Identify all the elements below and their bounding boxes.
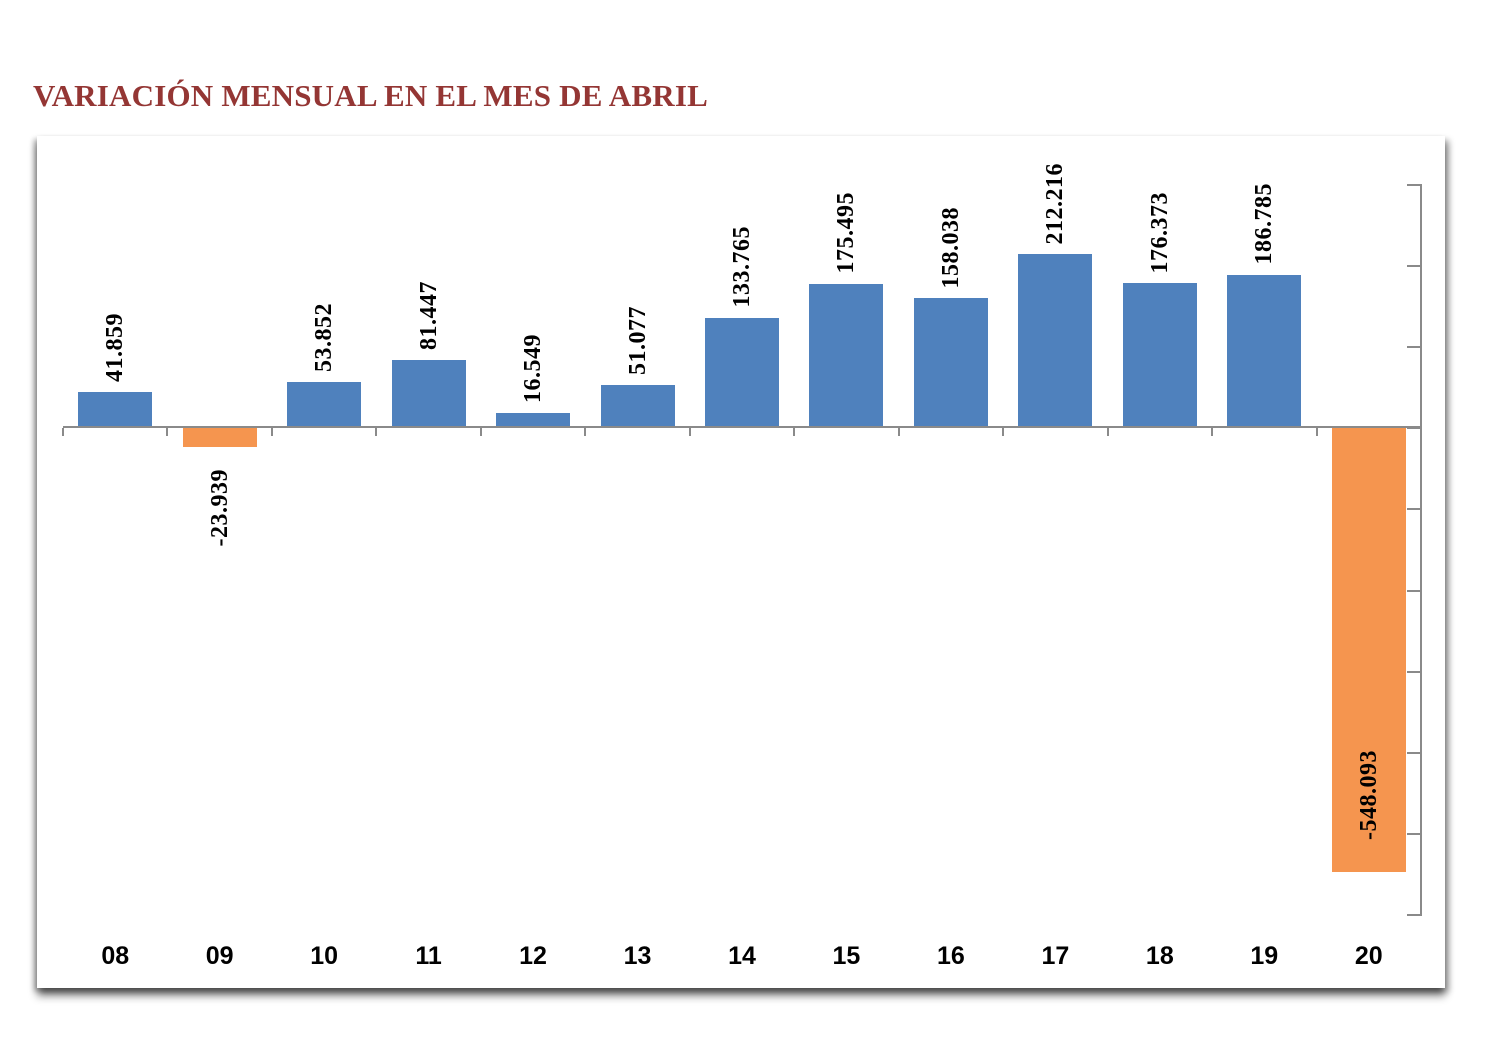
category-axis-tick bbox=[1002, 428, 1005, 436]
x-axis-label-12: 12 bbox=[519, 942, 547, 970]
bar-label-09: -23.939 bbox=[206, 469, 233, 547]
category-axis-tick bbox=[688, 428, 691, 436]
bar-label-18: 176.373 bbox=[1146, 191, 1173, 274]
x-axis-label-17: 17 bbox=[1041, 942, 1070, 970]
value-axis-tick bbox=[1407, 670, 1422, 673]
category-axis-tick bbox=[479, 428, 482, 436]
category-axis-tick bbox=[166, 428, 169, 436]
x-axis-label-14: 14 bbox=[728, 942, 756, 970]
category-axis-tick bbox=[1211, 428, 1214, 436]
bar-15 bbox=[809, 283, 884, 426]
x-axis-label-10: 10 bbox=[310, 942, 339, 970]
category-axis-tick bbox=[375, 428, 378, 436]
x-axis-label-20: 20 bbox=[1354, 942, 1383, 970]
value-axis-tick bbox=[1407, 508, 1422, 511]
category-axis-tick bbox=[897, 428, 900, 436]
bar-16 bbox=[913, 297, 988, 426]
category-axis bbox=[63, 426, 1422, 428]
bar-label-13: 51.077 bbox=[624, 305, 651, 375]
value-axis-tick bbox=[1407, 184, 1422, 186]
bar-13 bbox=[600, 384, 675, 426]
bar-label-08: 41.859 bbox=[102, 313, 129, 383]
x-axis-label-09: 09 bbox=[205, 942, 234, 970]
bar-label-15: 175.495 bbox=[833, 192, 860, 274]
bar-08 bbox=[78, 392, 153, 426]
value-axis-tick bbox=[1407, 589, 1422, 592]
category-axis-tick bbox=[62, 428, 64, 436]
category-axis-tick bbox=[1315, 428, 1318, 436]
bar-09 bbox=[182, 428, 257, 448]
x-axis-label-19: 19 bbox=[1250, 942, 1279, 970]
x-axis-label-15: 15 bbox=[832, 942, 861, 970]
bar-label-16: 158.038 bbox=[937, 206, 964, 289]
bar-label-11: 81.447 bbox=[415, 281, 442, 351]
value-axis-tick bbox=[1407, 751, 1422, 754]
bar-label-10: 53.852 bbox=[311, 303, 338, 373]
x-axis-label-18: 18 bbox=[1145, 942, 1174, 970]
value-axis-tick bbox=[1407, 427, 1422, 430]
bar-label-19: 186.785 bbox=[1251, 183, 1278, 265]
category-axis-tick bbox=[270, 428, 273, 436]
x-axis-label-08: 08 bbox=[101, 942, 130, 970]
bar-label-12: 16.549 bbox=[520, 333, 547, 403]
value-axis-tick bbox=[1407, 265, 1422, 268]
value-axis bbox=[1420, 184, 1422, 916]
bar-10 bbox=[287, 382, 362, 426]
bar-18 bbox=[1122, 283, 1197, 426]
value-axis-tick bbox=[1407, 913, 1422, 916]
bar-17 bbox=[1018, 254, 1093, 426]
value-axis-tick bbox=[1407, 346, 1422, 349]
category-axis-tick bbox=[584, 428, 587, 436]
bar-12 bbox=[496, 412, 571, 426]
bar-20 bbox=[1331, 428, 1406, 872]
x-axis-label-16: 16 bbox=[937, 942, 965, 970]
bar-14 bbox=[704, 317, 779, 426]
bar-label-20: -548.093 bbox=[1355, 749, 1382, 840]
category-axis-tick bbox=[1106, 428, 1109, 436]
category-axis-tick bbox=[793, 428, 796, 436]
page-title: VARIACIÓN MENSUAL EN EL MES DE ABRIL bbox=[33, 78, 709, 113]
x-axis-label-11: 11 bbox=[415, 942, 442, 970]
x-axis-label-13: 13 bbox=[623, 942, 652, 970]
bar-label-14: 133.765 bbox=[728, 226, 755, 308]
chart-frame: 41.859 08 -23.939 09 53.852 10 81.447 11 16.549 1… bbox=[37, 136, 1445, 988]
bar-19 bbox=[1227, 274, 1302, 426]
bar-11 bbox=[391, 360, 466, 426]
value-axis-tick bbox=[1407, 832, 1422, 835]
bar-label-17: 212.216 bbox=[1042, 162, 1069, 245]
